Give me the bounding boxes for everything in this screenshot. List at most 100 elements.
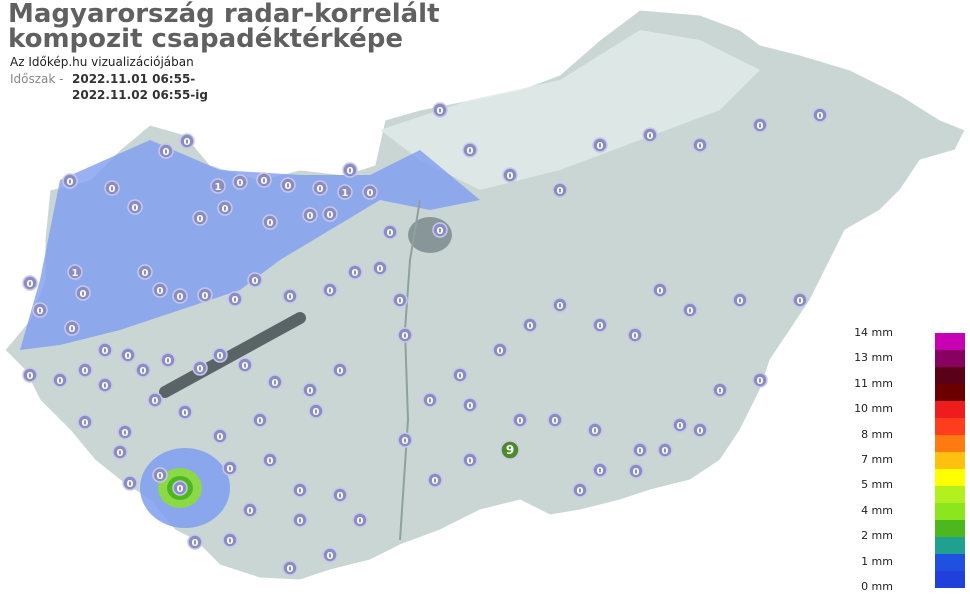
station-marker[interactable]: 0 xyxy=(547,412,563,428)
station-marker[interactable]: 0 xyxy=(262,452,278,468)
station-marker[interactable]: 0 xyxy=(512,412,528,428)
station-marker[interactable]: 0 xyxy=(792,292,808,308)
station-marker[interactable]: 0 xyxy=(397,432,413,448)
station-marker[interactable]: 0 xyxy=(192,210,208,226)
station-marker[interactable]: 0 xyxy=(552,297,568,313)
station-marker[interactable]: 0 xyxy=(522,317,538,333)
station-marker[interactable]: 0 xyxy=(187,534,203,550)
station-marker[interactable]: 0 xyxy=(632,442,648,458)
station-marker[interactable]: 0 xyxy=(452,367,468,383)
station-marker[interactable]: 0 xyxy=(282,288,298,304)
station-marker[interactable]: 0 xyxy=(172,480,188,496)
station-marker[interactable]: 0 xyxy=(112,444,128,460)
station-marker[interactable]: 0 xyxy=(222,532,238,548)
station-marker[interactable]: 0 xyxy=(352,512,368,528)
station-marker[interactable]: 0 xyxy=(462,452,478,468)
station-marker[interactable]: 0 xyxy=(652,282,668,298)
station-marker[interactable]: 0 xyxy=(212,347,228,363)
station-marker[interactable]: 0 xyxy=(280,177,296,193)
station-marker[interactable]: 0 xyxy=(22,275,38,291)
station-marker[interactable]: 1 xyxy=(67,264,83,280)
station-marker[interactable]: 0 xyxy=(322,547,338,563)
station-marker[interactable]: 0 xyxy=(812,107,828,123)
station-marker[interactable]: 0 xyxy=(432,102,448,118)
station-marker[interactable]: 0 xyxy=(342,162,358,178)
station-marker[interactable]: 0 xyxy=(152,467,168,483)
station-marker[interactable]: 0 xyxy=(97,342,113,358)
station-marker[interactable]: 0 xyxy=(77,414,93,430)
station-marker[interactable]: 0 xyxy=(227,291,243,307)
station-marker[interactable]: 0 xyxy=(64,320,80,336)
station-marker[interactable]: 0 xyxy=(502,167,518,183)
station-marker[interactable]: 0 xyxy=(292,482,308,498)
station-marker[interactable]: 0 xyxy=(642,127,658,143)
station-marker[interactable]: 0 xyxy=(62,173,78,189)
station-marker[interactable]: 0 xyxy=(247,272,263,288)
station-marker[interactable]: 1 xyxy=(210,178,226,194)
station-marker[interactable]: 0 xyxy=(217,200,233,216)
station-marker[interactable]: 0 xyxy=(252,412,268,428)
station-marker[interactable]: 0 xyxy=(137,264,153,280)
station-marker[interactable]: 0 xyxy=(160,352,176,368)
station-marker[interactable]: 0 xyxy=(397,327,413,343)
station-marker[interactable]: 0 xyxy=(292,512,308,528)
station-marker[interactable]: 0 xyxy=(628,463,644,479)
station-marker[interactable]: 0 xyxy=(332,487,348,503)
station-marker[interactable]: 0 xyxy=(222,460,238,476)
station-marker[interactable]: 0 xyxy=(462,397,478,413)
station-marker[interactable]: 9 xyxy=(500,440,520,460)
station-marker[interactable]: 0 xyxy=(332,362,348,378)
station-marker[interactable]: 0 xyxy=(347,264,363,280)
station-marker[interactable]: 0 xyxy=(122,475,138,491)
station-marker[interactable]: 0 xyxy=(262,214,278,230)
station-marker[interactable]: 0 xyxy=(427,472,443,488)
station-marker[interactable]: 0 xyxy=(22,367,38,383)
station-marker[interactable]: 0 xyxy=(256,172,272,188)
station-marker[interactable]: 0 xyxy=(552,182,568,198)
station-marker[interactable]: 0 xyxy=(212,428,228,444)
station-marker[interactable]: 0 xyxy=(692,137,708,153)
station-marker[interactable]: 0 xyxy=(692,422,708,438)
station-marker[interactable]: 0 xyxy=(322,206,338,222)
station-marker[interactable]: 0 xyxy=(32,302,48,318)
station-marker[interactable]: 1 xyxy=(337,184,353,200)
station-marker[interactable]: 0 xyxy=(117,424,133,440)
station-marker[interactable]: 0 xyxy=(282,560,298,576)
station-marker[interactable]: 0 xyxy=(177,404,193,420)
station-marker[interactable]: 0 xyxy=(52,372,68,388)
station-marker[interactable]: 0 xyxy=(592,137,608,153)
station-marker[interactable]: 0 xyxy=(752,117,768,133)
station-marker[interactable]: 0 xyxy=(104,180,120,196)
station-marker[interactable]: 0 xyxy=(492,342,508,358)
station-marker[interactable]: 0 xyxy=(732,292,748,308)
station-marker[interactable]: 0 xyxy=(97,377,113,393)
station-marker[interactable]: 0 xyxy=(120,347,136,363)
station-marker[interactable]: 0 xyxy=(197,287,213,303)
station-marker[interactable]: 0 xyxy=(147,392,163,408)
station-marker[interactable]: 0 xyxy=(172,288,188,304)
station-marker[interactable]: 0 xyxy=(77,362,93,378)
station-marker[interactable]: 0 xyxy=(627,327,643,343)
station-marker[interactable]: 0 xyxy=(672,417,688,433)
station-marker[interactable]: 0 xyxy=(382,224,398,240)
station-marker[interactable]: 0 xyxy=(572,482,588,498)
station-marker[interactable]: 0 xyxy=(179,133,195,149)
station-marker[interactable]: 0 xyxy=(372,260,388,276)
station-marker[interactable]: 0 xyxy=(267,374,283,390)
station-marker[interactable]: 0 xyxy=(462,142,478,158)
station-marker[interactable]: 0 xyxy=(592,462,608,478)
station-marker[interactable]: 0 xyxy=(682,302,698,318)
station-marker[interactable]: 0 xyxy=(312,180,328,196)
station-marker[interactable]: 0 xyxy=(237,357,253,373)
station-marker[interactable]: 0 xyxy=(232,174,248,190)
station-marker[interactable]: 0 xyxy=(308,403,324,419)
station-marker[interactable]: 0 xyxy=(135,362,151,378)
station-marker[interactable]: 0 xyxy=(322,282,338,298)
station-marker[interactable]: 0 xyxy=(752,372,768,388)
station-marker[interactable]: 0 xyxy=(302,382,318,398)
station-marker[interactable]: 0 xyxy=(592,317,608,333)
station-marker[interactable]: 0 xyxy=(712,382,728,398)
station-marker[interactable]: 0 xyxy=(422,392,438,408)
station-marker[interactable]: 0 xyxy=(587,422,603,438)
station-marker[interactable]: 0 xyxy=(362,184,378,200)
